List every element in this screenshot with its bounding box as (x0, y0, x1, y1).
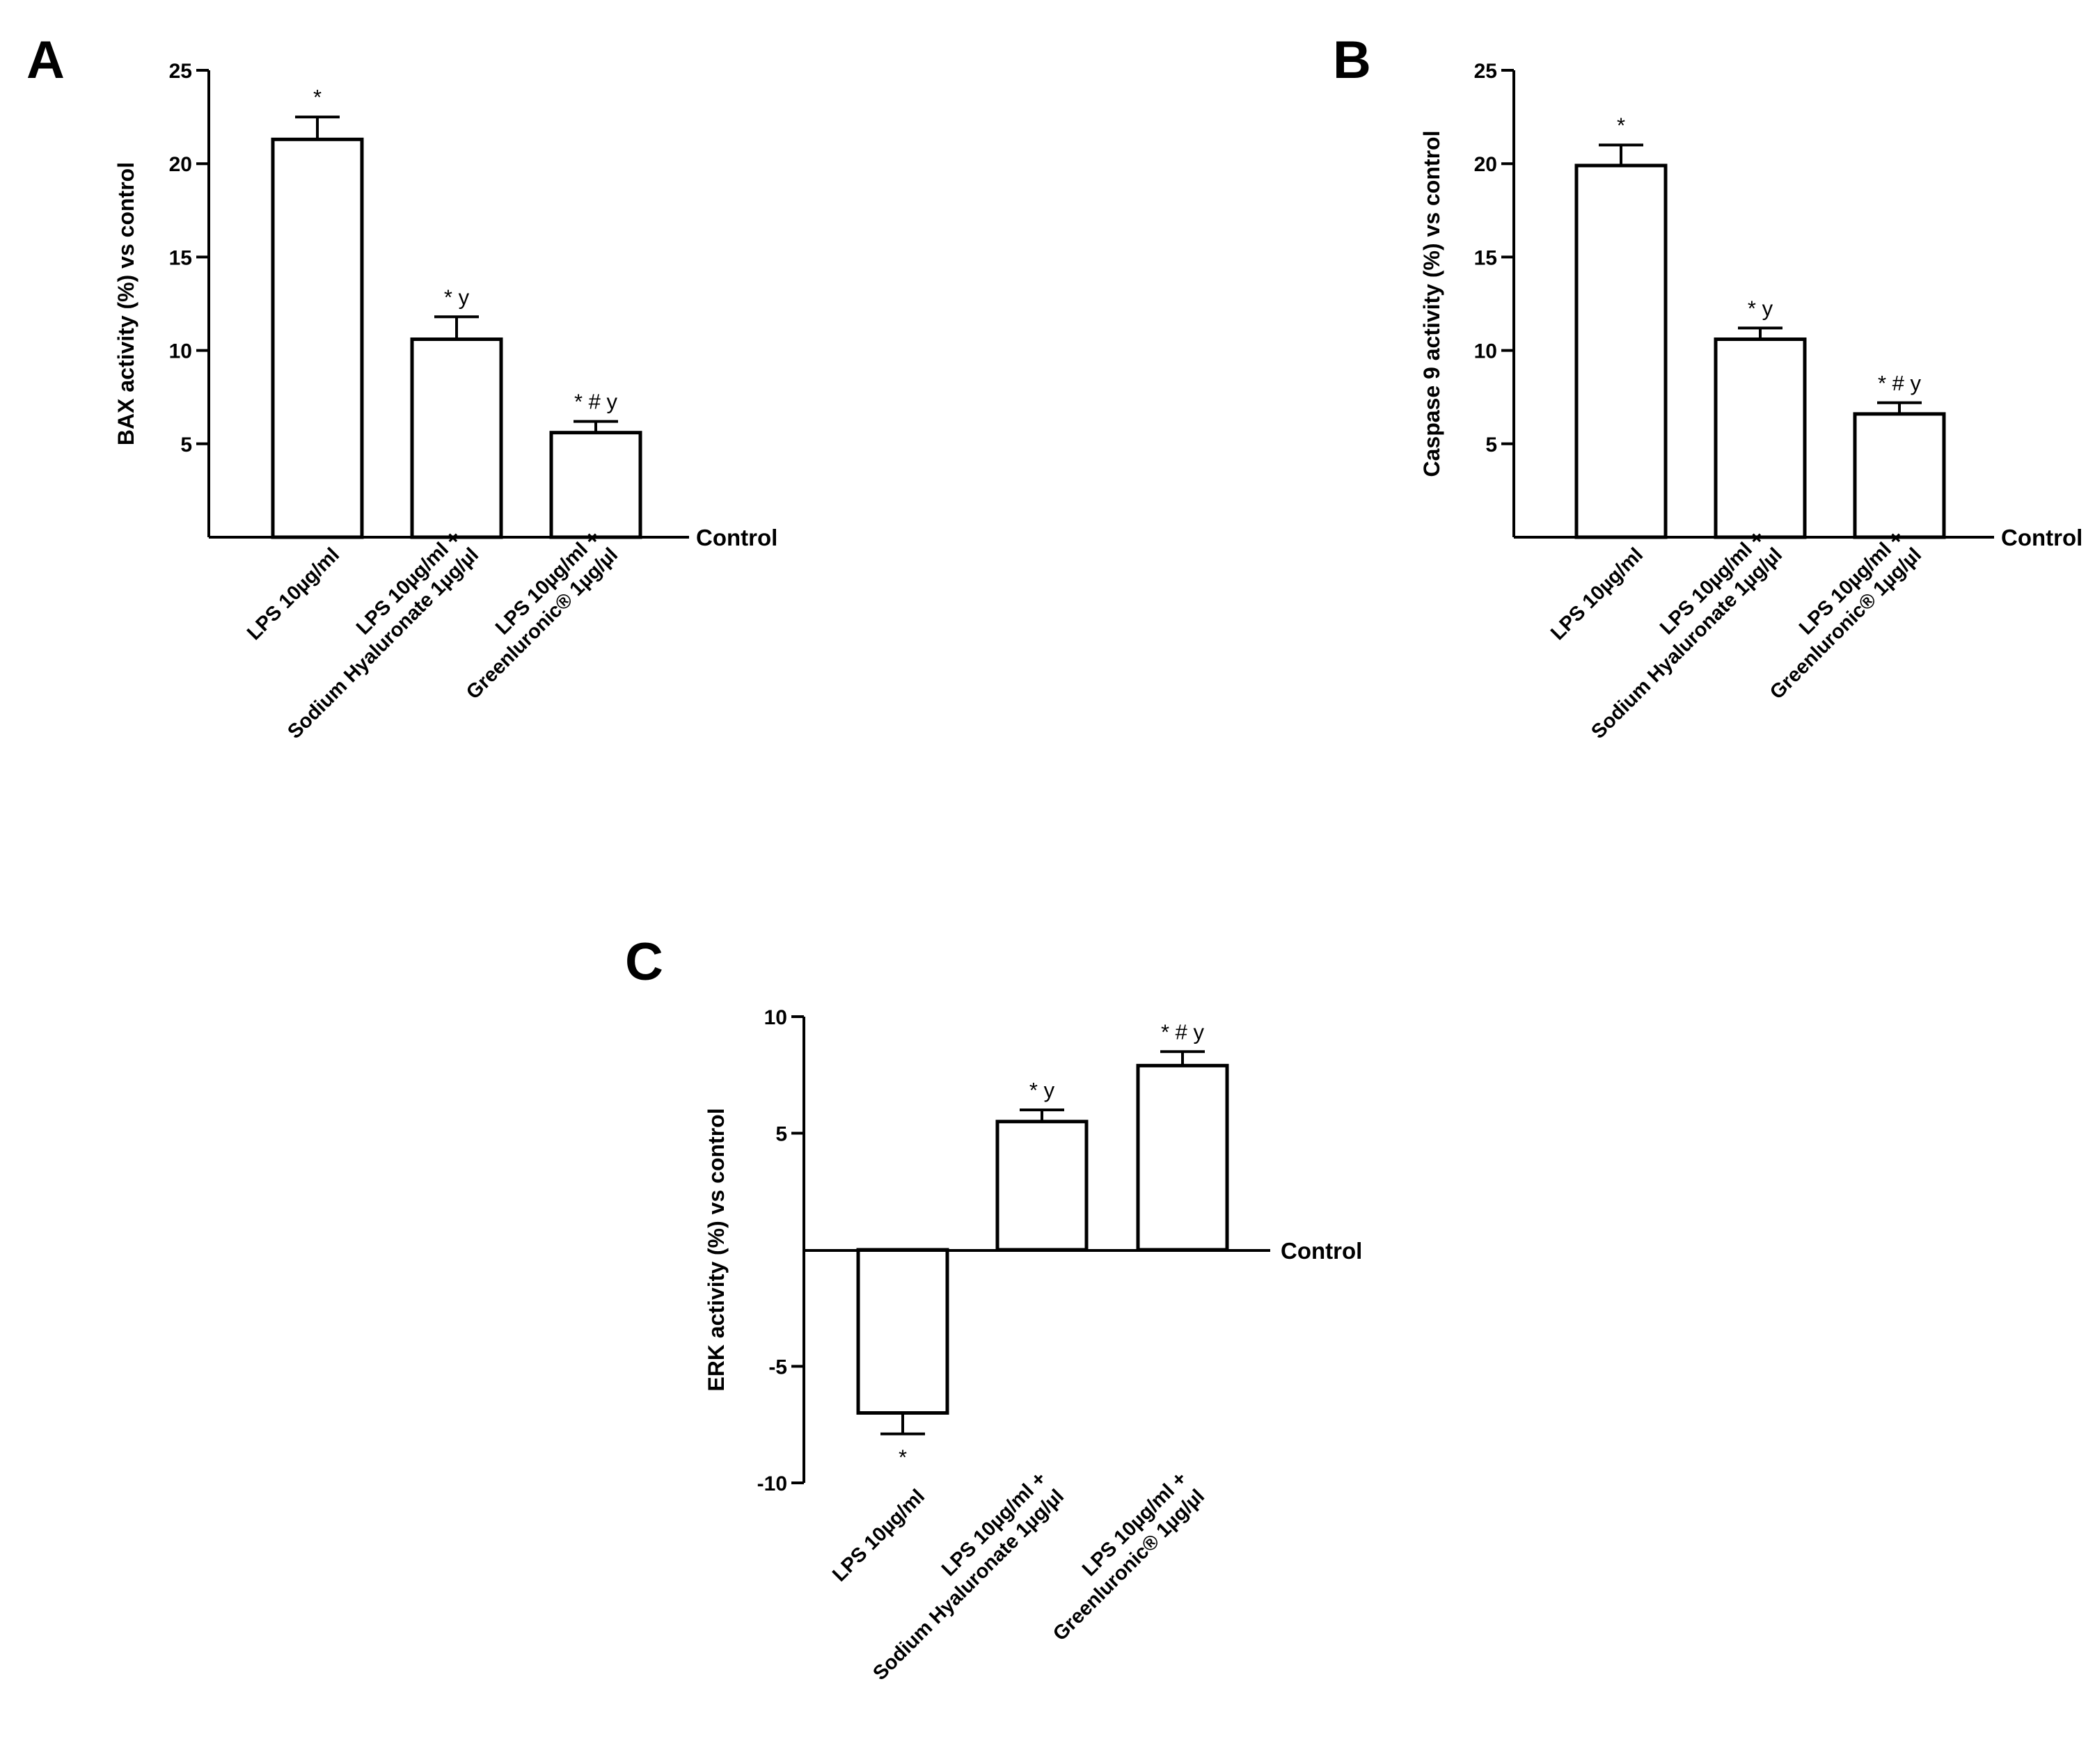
category-label-line: LPS 10µg/ml (1547, 543, 1647, 644)
panel-b: B 5 10 15 20 25 Caspase 9 activity (%) vs cont… (1333, 31, 2082, 743)
bar (549, 431, 642, 539)
y-tick-label: 5 (1485, 434, 1497, 456)
y-tick-label: 5 (775, 1123, 787, 1146)
category-label: LPS 10µg/ml +Sodium Hyaluronate 1µg/µl (1587, 526, 1787, 743)
bar (1714, 337, 1807, 539)
category-label-line: LPS 10µg/ml (243, 543, 344, 644)
y-tick-label: 25 (1474, 60, 1497, 83)
significance-label: * y (1029, 1078, 1055, 1102)
panel-letter: A (26, 31, 65, 90)
y-tick-label: 10 (764, 1006, 787, 1029)
panel-c: C -10 -5 5 10 ERK activity (%) vs control * * y… (625, 932, 1362, 1685)
bar (1136, 1063, 1229, 1252)
panel-a: A 5 10 15 20 25 BAX activity (%) vs control * * … (26, 31, 777, 743)
baseline-label: Control (696, 525, 777, 550)
bar (995, 1120, 1089, 1252)
category-label: LPS 10µg/ml +Sodium Hyaluronate 1µg/µl (283, 526, 483, 743)
y-tick-label: 20 (169, 153, 192, 176)
category-label-line: Greenluronic® 1µg/µl (1766, 543, 1926, 704)
panel-letter: B (1333, 31, 1371, 90)
baseline-label: Control (2001, 525, 2082, 550)
y-tick-label: 20 (1474, 153, 1497, 176)
bar (271, 137, 364, 539)
bar (856, 1248, 949, 1415)
significance-label: * y (1748, 296, 1773, 320)
y-tick-label: 15 (1474, 246, 1497, 269)
y-tick-label: 15 (169, 246, 192, 269)
category-label-line: LPS 10µg/ml (828, 1485, 929, 1586)
baseline-label: Control (1281, 1238, 1362, 1264)
bar (1574, 164, 1668, 539)
y-tick-label: 5 (180, 434, 192, 456)
y-axis-label: Caspase 9 activity (%) vs control (1419, 131, 1444, 477)
bar (410, 337, 503, 539)
y-axis-label: BAX activity (%) vs control (113, 162, 139, 445)
category-label: LPS 10µg/ml +Sodium Hyaluronate 1µg/µl (869, 1468, 1068, 1685)
y-tick-label: 25 (169, 60, 192, 83)
category-label-line: Greenluronic® 1µg/µl (1049, 1485, 1209, 1645)
category-label: LPS 10µg/ml (1547, 543, 1647, 644)
y-tick-label: 10 (169, 340, 192, 363)
y-axis-label: ERK activity (%) vs control (704, 1108, 729, 1391)
significance-label: * (899, 1445, 907, 1470)
category-label: LPS 10µg/ml (243, 543, 344, 644)
significance-label: * (313, 85, 322, 109)
category-label-line: Greenluronic® 1µg/µl (462, 543, 622, 704)
significance-label: * # y (1878, 371, 1922, 395)
y-tick-label: -10 (757, 1472, 787, 1495)
bar (1853, 412, 1946, 539)
significance-label: * (1617, 113, 1625, 137)
y-tick-label: -5 (768, 1356, 787, 1379)
significance-label: * # y (1161, 1019, 1205, 1044)
y-tick-label: 10 (1474, 340, 1497, 363)
category-label: LPS 10µg/ml (828, 1485, 929, 1586)
significance-label: * y (444, 285, 470, 309)
significance-label: * # y (574, 390, 618, 414)
panel-letter: C (625, 932, 663, 992)
